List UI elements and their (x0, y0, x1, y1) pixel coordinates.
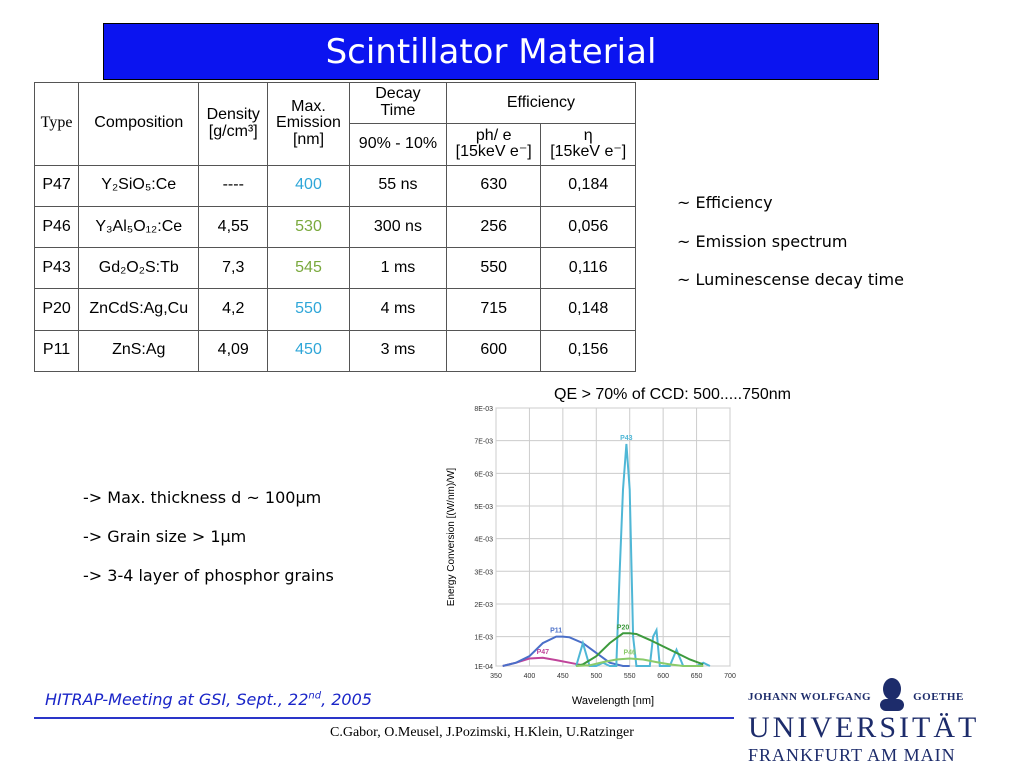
footer-rule (34, 717, 734, 719)
cell-phe: 715 (445, 288, 542, 331)
cell-phe: 630 (445, 164, 542, 207)
note-thickness: -> Max. thickness d ~ 100μm (83, 488, 322, 507)
x-tick-label: 500 (590, 673, 602, 680)
title-bar: Scintillator Material (103, 23, 879, 80)
university-logo: JOHANN WOLFGANG GOETHE UNIVERSITÄT FRANK… (748, 678, 988, 766)
x-tick-label: 700 (724, 673, 736, 680)
cell-eta: 0,056 (540, 205, 636, 249)
header-max-emission: Max. Emission [nm] (267, 82, 350, 166)
table-row: P20 ZnCdS:Ag,Cu 4,2 550 4 ms 715 0,148 (33, 288, 636, 331)
series-line-p20 (575, 632, 704, 667)
cell-eta: 0,148 (540, 288, 636, 331)
cell-emission: 530 (267, 205, 350, 249)
y-tick-label: 5E-03 (474, 504, 493, 511)
logo-university: UNIVERSITÄT (748, 711, 980, 744)
cell-composition: ZnS:Ag (78, 329, 200, 373)
x-tick-label: 350 (490, 673, 502, 680)
cell-emission: 550 (267, 288, 350, 331)
table-row: P43 Gd₂O₂S:Tb 7,3 545 1 ms 550 0,116 (33, 247, 636, 290)
cell-composition: Y₃Al₅O₁₂:Ce (78, 205, 200, 249)
cell-type: P20 (33, 288, 80, 331)
table-row: P11 ZnS:Ag 4,09 450 3 ms 600 0,156 (33, 329, 636, 373)
emission-spectrum-chart: 350 400 450 500 550 600 650 700 1E-04 1E-03 2E-03 3… (446, 406, 736, 707)
cell-phe: 256 (445, 205, 542, 249)
x-tick-label: 550 (624, 673, 636, 680)
cell-density: 7,3 (198, 247, 269, 290)
header-density: Density [g/cm³] (198, 82, 269, 166)
criterion-emission-spectrum: ~ Emission spectrum (677, 232, 848, 251)
x-tick-label: 650 (691, 673, 703, 680)
y-tick-label: 3E-03 (474, 569, 493, 576)
header-phe: ph/ e [15keV e⁻] (445, 123, 542, 166)
cell-density: ---- (198, 164, 269, 207)
header-eta: η [15keV e⁻] (540, 123, 636, 166)
y-tick-label: 2E-03 (474, 602, 493, 609)
y-tick-label: 4E-03 (474, 537, 493, 544)
series-label-p43: P43 (620, 435, 633, 442)
logo-goethe-right: GOETHE (913, 691, 964, 703)
table-row: P46 Y₃Al₅O₁₂:Ce 4,55 530 300 ns 256 0,056 (33, 205, 636, 249)
header-decay-time: Decay Time (348, 81, 447, 125)
cell-decay: 4 ms (348, 288, 447, 331)
logo-goethe-left: JOHANN WOLFGANG (748, 691, 872, 703)
series-line-p11 (502, 635, 630, 667)
footer-meeting: HITRAP-Meeting at GSI, Sept., 22nd, 2005 (45, 690, 372, 709)
goethe-portrait-icon (880, 678, 905, 711)
cell-density: 4,55 (198, 205, 269, 249)
cell-phe: 550 (445, 247, 542, 290)
header-composition: Composition (78, 82, 200, 166)
cell-type: P43 (33, 247, 80, 290)
x-tick-label: 400 (524, 673, 536, 680)
table-row: P47 Y₂SiO₅:Ce ---- 400 55 ns 630 0,184 (33, 164, 636, 207)
y-tick-label: 7E-03 (474, 439, 493, 446)
cell-decay: 55 ns (348, 164, 447, 207)
cell-composition: Gd₂O₂S:Tb (78, 247, 200, 290)
cell-type: P47 (33, 164, 80, 207)
logo-city: FRANKFURT AM MAIN (748, 745, 956, 765)
cell-emission: 545 (267, 247, 350, 290)
series-label-p20: P20 (617, 624, 630, 631)
scintillator-table: Type Composition Density [g/cm³] Max. Emis… (33, 81, 637, 373)
cell-composition: Y₂SiO₅:Ce (78, 164, 200, 207)
criterion-decay-time: ~ Luminescense decay time (677, 270, 904, 289)
cell-type: P46 (33, 205, 80, 249)
cell-eta: 0,156 (540, 329, 636, 373)
cell-phe: 600 (445, 329, 542, 373)
header-type: Type (33, 82, 80, 166)
series-line-p43 (575, 443, 711, 667)
cell-type: P11 (33, 329, 80, 373)
criterion-efficiency: ~ Efficiency (677, 193, 773, 212)
cell-density: 4,2 (198, 288, 269, 331)
series-label-p46: P46 (623, 649, 636, 656)
series-line-p46 (576, 657, 704, 667)
y-tick-label: 1E-04 (474, 664, 493, 671)
cell-eta: 0,184 (540, 164, 636, 207)
note-layers: -> 3-4 layer of phosphor grains (83, 566, 334, 585)
cell-eta: 0,116 (540, 247, 636, 290)
series-label-p47: P47 (537, 649, 550, 656)
cell-emission: 450 (267, 329, 350, 373)
x-tick-label: 450 (557, 673, 569, 680)
plot-area (495, 407, 731, 667)
note-grain-size: -> Grain size > 1μm (83, 527, 247, 546)
cell-decay: 300 ns (348, 205, 447, 249)
qe-caption: QE > 70% of CCD: 500.....750nm (554, 386, 792, 403)
footer-authors: C.Gabor, O.Meusel, J.Pozimski, H.Klein, … (330, 725, 634, 740)
y-tick-label: 8E-03 (474, 406, 493, 413)
cell-decay: 3 ms (348, 329, 447, 373)
y-tick-label: 6E-03 (474, 471, 493, 478)
page-title: Scintillator Material (325, 31, 657, 72)
cell-decay: 1 ms (348, 247, 447, 290)
header-efficiency: Efficiency (445, 81, 637, 125)
y-tick-label: 1E-03 (474, 635, 493, 642)
y-axis-label: Energy Conversion [(W/nm)/W] (446, 468, 457, 607)
header-decay-range: 90% - 10% (348, 123, 447, 166)
cell-composition: ZnCdS:Ag,Cu (78, 288, 200, 331)
cell-emission: 400 (267, 164, 350, 207)
series-label-p11: P11 (550, 628, 562, 635)
x-axis-label: Wavelength [nm] (572, 695, 654, 707)
x-tick-label: 600 (657, 673, 669, 680)
cell-density: 4,09 (198, 329, 269, 373)
